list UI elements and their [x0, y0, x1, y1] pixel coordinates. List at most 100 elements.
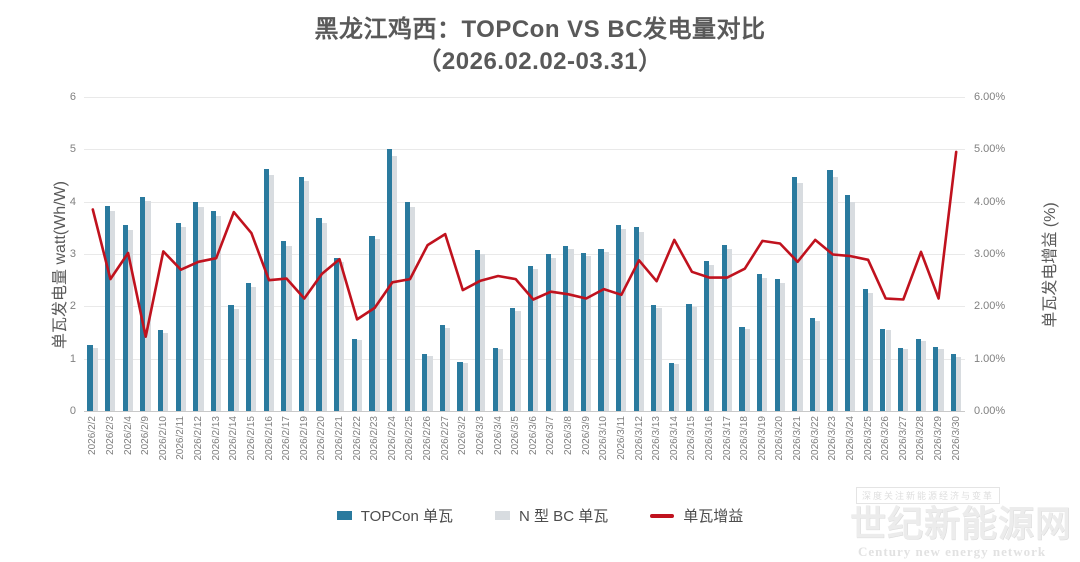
x-axis-label: 2026/2/25	[404, 416, 416, 461]
x-axis-label: 2026/2/2	[87, 416, 99, 455]
x-axis-label: 2026/2/22	[351, 416, 363, 461]
x-axis-label: 2026/3/2	[457, 416, 469, 455]
left-axis-tick: 1	[69, 352, 76, 365]
bar-topcon	[686, 304, 692, 411]
bar-bc	[180, 227, 186, 411]
x-axis-label: 2026/3/4	[492, 416, 504, 455]
legend-label-gain: 单瓦增益	[683, 508, 744, 525]
x-axis-label: 2026/3/26	[880, 416, 892, 461]
bar-bc	[339, 262, 345, 411]
x-axis-label: 2026/2/12	[193, 416, 205, 461]
bar-topcon	[228, 305, 234, 411]
right-axis-tick: 1.00%	[974, 352, 1006, 365]
gain-line-layer	[91, 150, 958, 338]
bar-topcon	[915, 338, 921, 411]
x-axis-label: 2026/3/25	[862, 416, 874, 461]
x-axis-label: 2026/2/20	[316, 416, 328, 461]
bar-topcon	[439, 325, 445, 411]
right-axis-title: 单瓦发电增益 (%)	[1042, 202, 1059, 328]
bar-topcon	[827, 170, 833, 411]
x-axis-label: 2026/3/15	[686, 416, 698, 461]
bar-topcon	[87, 345, 93, 411]
x-axis-label: 2026/2/19	[298, 416, 310, 461]
watermark-badge: 深度关注新能源经济与变革	[856, 487, 1001, 504]
x-axis-label: 2026/2/26	[422, 416, 434, 461]
bar-bc	[744, 328, 750, 411]
bar-topcon	[263, 169, 269, 411]
bar-bc	[832, 177, 838, 411]
bar-bc	[127, 229, 134, 411]
x-axis-label: 2026/3/17	[721, 416, 733, 461]
legend-label-bc: N 型 BC 单瓦	[519, 508, 609, 525]
bar-bc	[374, 238, 380, 411]
bar-topcon	[334, 258, 340, 411]
bar-topcon	[175, 222, 181, 411]
chart-title-block: 黑龙江鸡西：TOPCon VS BC发电量对比 （2026.02.02-03.3…	[0, 14, 1080, 78]
right-axis-tick: 3.00%	[974, 248, 1006, 260]
gridline	[84, 411, 965, 412]
bar-topcon	[527, 266, 534, 411]
x-axis-label: 2026/3/29	[933, 416, 945, 461]
bar-topcon	[704, 261, 710, 411]
bar-topcon	[193, 201, 199, 411]
gridline	[84, 254, 965, 255]
gridline	[84, 306, 965, 308]
x-axis-label: 2026/3/19	[756, 416, 768, 461]
bar-bc	[409, 206, 415, 411]
bar-topcon	[668, 362, 675, 411]
bar-topcon	[510, 307, 516, 411]
bar-bc	[145, 200, 151, 411]
bar-bc	[709, 264, 715, 411]
bar-bc	[903, 349, 909, 411]
x-axis-label: 2026/3/7	[545, 416, 557, 455]
x-axis-label: 2026/3/28	[915, 416, 927, 461]
x-axis-label: 2026/2/16	[263, 416, 275, 461]
x-axis-label: 2026/3/5	[510, 416, 522, 455]
bar-topcon	[105, 205, 111, 411]
bar-topcon	[809, 317, 816, 411]
bar-bc	[462, 363, 468, 411]
bar-topcon	[933, 347, 939, 411]
left-axis-title: 单瓦发电量 watt(Wh/W)	[52, 181, 69, 349]
bar-topcon	[651, 305, 657, 411]
x-axis-label: 2026/2/27	[439, 416, 451, 461]
bar-topcon	[563, 245, 569, 411]
x-axis-label: 2026/3/14	[668, 416, 680, 461]
bar-bc	[850, 201, 856, 411]
bar-topcon	[422, 354, 428, 411]
chart-subtitle: （2026.02.02-03.31）	[417, 48, 663, 75]
bar-topcon	[880, 328, 886, 411]
bar-topcon	[774, 279, 780, 411]
bar-bc	[674, 364, 680, 411]
bar-bc	[815, 320, 821, 411]
bar-bc	[286, 245, 292, 411]
bar-bc	[480, 254, 486, 411]
bar-bc	[603, 252, 609, 411]
x-axis-label: 2026/3/24	[844, 416, 856, 461]
x-axis-label: 2026/3/30	[950, 416, 962, 461]
bar-topcon	[897, 347, 904, 411]
legend-item-gain: 单瓦增益	[650, 505, 743, 526]
x-axis-label: 2026/3/9	[580, 416, 592, 455]
bar-topcon	[862, 289, 868, 411]
bar-topcon	[140, 197, 146, 411]
bar-bc	[198, 207, 204, 411]
x-axis-label: 2026/3/10	[598, 416, 610, 461]
x-axis-label: 2026/3/6	[527, 416, 539, 455]
x-axis-label: 2026/2/10	[157, 416, 169, 461]
bar-topcon	[404, 201, 410, 411]
gridline	[84, 201, 965, 203]
x-axis-label: 2026/2/4	[122, 416, 134, 455]
gridline	[84, 97, 965, 98]
bar-topcon	[157, 329, 164, 411]
bar-bc	[726, 249, 733, 411]
x-axis-label: 2026/3/3	[474, 416, 486, 455]
bar-bc	[691, 306, 697, 411]
bar-topcon	[756, 273, 763, 411]
x-axis-label: 2026/3/8	[563, 416, 575, 455]
bar-bc	[251, 287, 257, 411]
x-axis-label: 2026/2/11	[175, 416, 187, 460]
left-axis-tick: 2	[69, 300, 76, 313]
bar-bc	[215, 216, 222, 411]
right-axis-tick: 5.00%	[974, 143, 1006, 156]
